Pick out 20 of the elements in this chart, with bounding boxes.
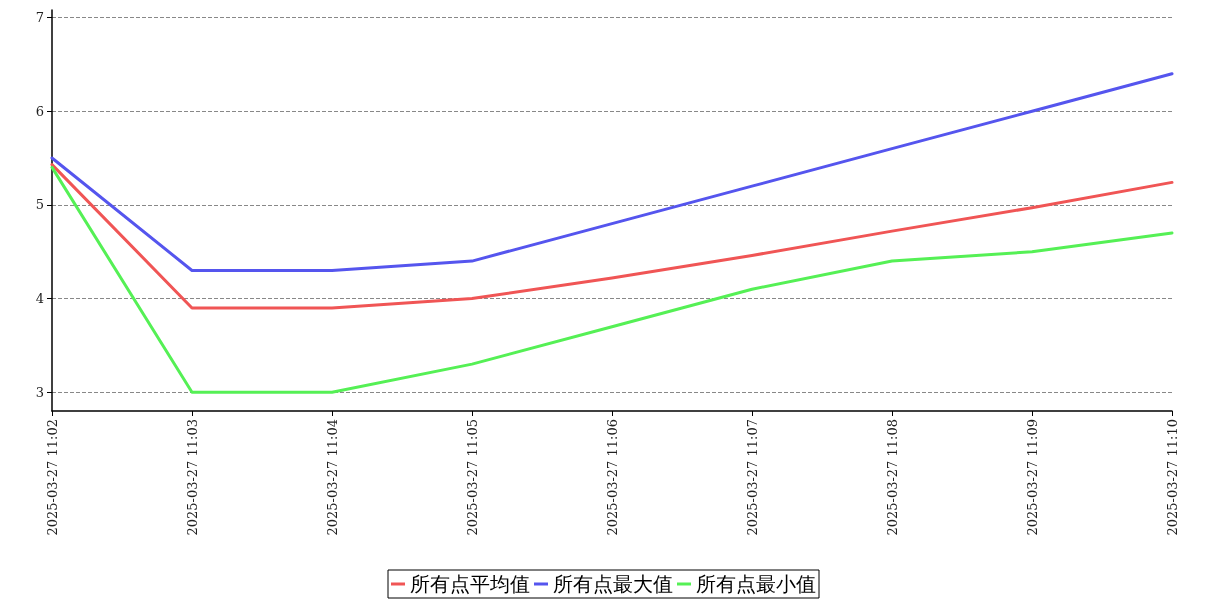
legend-label: 所有点最大值 [553, 572, 673, 596]
x-tick-label: 2025-03-27 11:09 [1024, 419, 1040, 536]
y-tick-label: 3 [35, 384, 44, 400]
x-tick-label: 2025-03-27 11:06 [604, 419, 620, 536]
x-tick-label: 2025-03-27 11:02 [44, 419, 60, 536]
legend-label: 所有点平均值 [410, 572, 530, 596]
y-tick-label: 4 [35, 291, 44, 307]
x-tick-label: 2025-03-27 11:10 [1164, 419, 1180, 536]
legend-label: 所有点最小值 [696, 572, 816, 596]
y-tick-label: 5 [35, 197, 44, 213]
x-tick-label: 2025-03-27 11:05 [464, 419, 480, 536]
line-series [50, 163, 1174, 310]
y-tick-label: 6 [35, 103, 44, 119]
x-tick-label: 2025-03-27 11:08 [884, 419, 900, 536]
x-tick-label: 2025-03-27 11:03 [184, 419, 200, 536]
line-series [50, 72, 1174, 272]
y-tick-label: 7 [35, 10, 44, 25]
x-tick-label: 2025-03-27 11:04 [324, 419, 340, 536]
x-tick-label: 2025-03-27 11:07 [744, 419, 760, 536]
line-series [50, 165, 1174, 394]
